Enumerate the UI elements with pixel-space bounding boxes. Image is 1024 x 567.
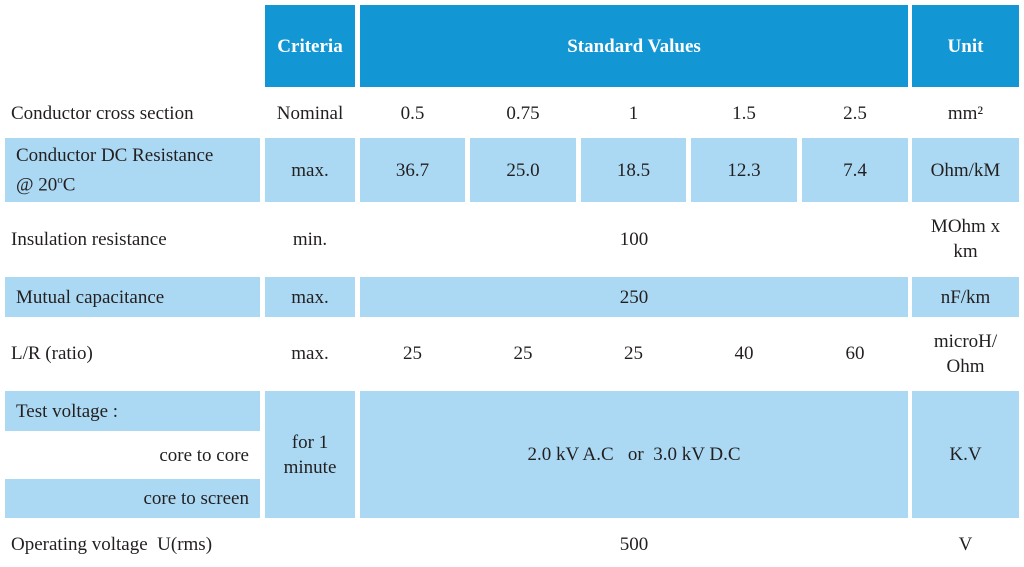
row-lr-ratio-value: 25	[624, 343, 643, 364]
row-insulation-unit-line2: km	[953, 241, 978, 262]
row-capacitance-value: 250	[360, 277, 908, 317]
row-dc-resistance-label-post: C	[62, 174, 76, 196]
row-cross-section-value: 0.75	[506, 102, 540, 124]
row-dc-resistance-label-pre: @ 20	[16, 174, 58, 196]
row-lr-ratio-value: 40	[734, 343, 754, 364]
row-lr-ratio-value: 25	[403, 343, 422, 364]
row-test-voltage-criteria-line2: minute	[283, 456, 337, 478]
row-cross-section-value: 2.5	[843, 102, 867, 124]
row-cross-section-value: 1.5	[732, 102, 756, 124]
row-insulation-criteria: min.	[292, 228, 328, 250]
header-standard-values: Standard Values	[360, 5, 908, 87]
header-unit: Unit	[912, 5, 1019, 87]
row-dc-resistance-value: 12.3	[691, 138, 797, 202]
row-dc-resistance-value: 36.7	[360, 138, 465, 202]
row-lr-ratio-value: 25	[513, 343, 533, 364]
row-dc-resistance-unit: Ohm/kM	[912, 138, 1019, 202]
row-operating-voltage-value: 500	[619, 533, 649, 555]
row-dc-resistance-label-line2: @ 20oC	[16, 168, 213, 197]
row-capacitance-label: Mutual capacitance	[5, 277, 260, 317]
row-cross-section-label: Conductor cross section	[11, 102, 194, 124]
row-test-voltage-label: Test voltage :	[5, 391, 260, 431]
row-insulation-unit-line1: MOhm x	[930, 216, 1001, 237]
row-capacitance-criteria: max.	[265, 277, 355, 317]
row-cross-section-value: 1	[628, 102, 639, 124]
row-dc-resistance-value: 7.4	[802, 138, 908, 202]
row-lr-ratio-unit-line2: Ohm	[946, 355, 985, 377]
row-test-voltage-sub-core-to-core: core to core	[159, 444, 249, 466]
row-test-voltage-criteria: for 1 minute	[265, 391, 355, 518]
row-operating-voltage-label: Operating voltage U(rms)	[11, 533, 213, 555]
row-lr-ratio-criteria: max.	[291, 343, 329, 364]
row-dc-resistance-value: 25.0	[470, 138, 576, 202]
row-capacitance-unit: nF/km	[912, 277, 1019, 317]
row-lr-ratio-unit: microH/ Ohm	[912, 322, 1019, 385]
degree-superscript: o	[57, 173, 63, 186]
row-dc-resistance-criteria: max.	[265, 138, 355, 202]
row-insulation-value: 100	[619, 228, 649, 250]
row-test-voltage-criteria-line1: for 1	[291, 431, 329, 453]
row-cross-section-criteria: Nominal	[276, 102, 344, 124]
row-insulation-label: Insulation resistance	[11, 228, 167, 250]
row-cross-section-value: 0.5	[400, 102, 425, 124]
row-test-voltage-sub-core-to-screen: core to screen	[5, 479, 260, 518]
row-lr-ratio-unit-line1: microH/	[933, 330, 998, 352]
row-test-voltage-value: 2.0 kV A.C or 3.0 kV D.C	[360, 391, 908, 518]
row-lr-ratio-label: L/R (ratio)	[11, 343, 93, 364]
row-operating-voltage-unit: V	[958, 533, 973, 555]
row-test-voltage-unit: K.V	[912, 391, 1019, 518]
row-cross-section-unit: mm²	[947, 102, 984, 124]
row-dc-resistance-value: 18.5	[581, 138, 686, 202]
row-lr-ratio-value: 60	[845, 343, 865, 364]
row-insulation-unit: MOhm x km	[912, 207, 1019, 271]
row-dc-resistance-label: Conductor DC Resistance @ 20oC	[5, 138, 260, 202]
row-dc-resistance-label-line1: Conductor DC Resistance	[16, 144, 214, 166]
header-criteria: Criteria	[265, 5, 355, 87]
